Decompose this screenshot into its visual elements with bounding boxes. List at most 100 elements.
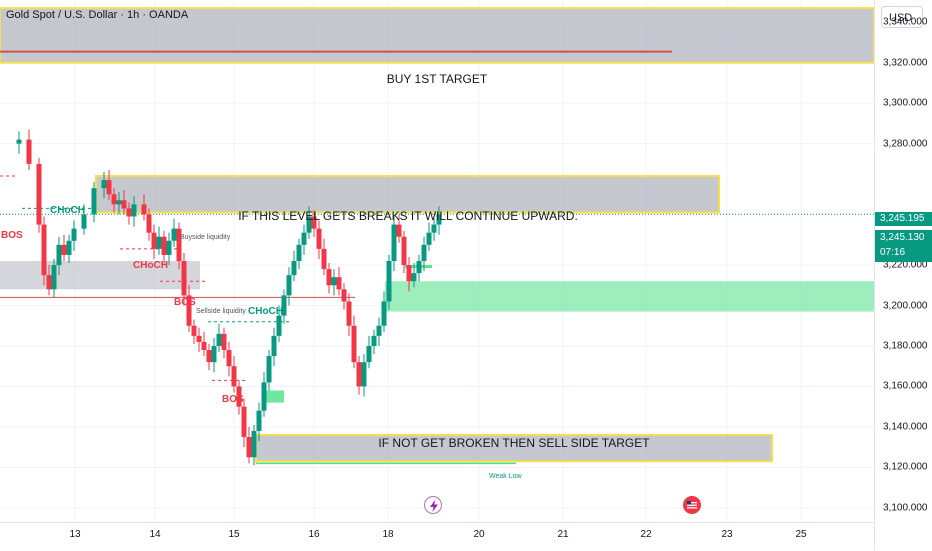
bos-marker-1: BOS (1, 230, 23, 241)
candle-body-6 (51, 265, 57, 290)
candle-body-72 (401, 236, 407, 266)
candle-body-64 (361, 362, 367, 387)
candle-body-20 (141, 204, 147, 215)
candle-body-70 (391, 224, 397, 261)
price-tick-6: 3,180.000 (883, 340, 928, 352)
candle-body-1 (16, 139, 22, 144)
candle-body-18 (126, 208, 132, 217)
candle-body-33 (206, 350, 212, 363)
candle-body-38 (231, 366, 237, 387)
candle-body-15 (111, 194, 117, 205)
candle-body-45 (266, 356, 272, 383)
candle-body-23 (156, 236, 162, 249)
candle-body-56 (321, 248, 327, 270)
candle-body-13 (101, 180, 107, 189)
candle-body-7 (56, 244, 62, 266)
candle-body-2 (26, 139, 32, 164)
price-tick-9: 3,120.000 (883, 461, 928, 473)
candle-body-66 (371, 335, 377, 346)
candle-body-42 (251, 430, 257, 458)
candle-body-51 (296, 244, 302, 261)
last-price-value: 3,245.195 (880, 213, 925, 224)
candle-body-24 (161, 236, 167, 255)
time-tick-6: 21 (557, 529, 569, 540)
price-tick-1: 3,320.000 (883, 57, 928, 69)
break-level-zone (95, 175, 720, 214)
price-chart[interactable] (0, 0, 874, 522)
candle-body-54 (311, 216, 317, 229)
candle-body-25 (166, 240, 172, 255)
price-tick-5: 3,200.000 (883, 300, 928, 311)
buyside-liquidity-label: Buyside liquidity (180, 234, 231, 241)
sell-target-zone (255, 434, 773, 463)
price-tick-7: 3,160.000 (883, 380, 928, 392)
candle-body-75 (416, 261, 422, 274)
time-tick-4: 18 (382, 529, 394, 540)
candle-body-65 (366, 345, 372, 363)
candle-body-14 (106, 180, 112, 195)
candle-body-12 (91, 188, 97, 215)
candle-body-36 (221, 333, 227, 351)
candle-body-3 (36, 163, 42, 225)
candle-body-39 (236, 386, 242, 407)
us-flag-event-icon[interactable] (683, 496, 701, 514)
current-price-value: 3,245.130 (880, 232, 925, 243)
sellside-liquidity-label: Sellside liquidity (196, 308, 246, 315)
candle-body-59 (336, 277, 342, 290)
candle-body-5 (46, 275, 52, 290)
currency-button[interactable]: USD (881, 6, 923, 28)
candle-body-4 (41, 224, 47, 276)
candle-body-78 (431, 224, 437, 233)
bos-marker-2: BOS (174, 297, 196, 308)
candle-body-44 (261, 382, 267, 411)
choch-marker-3: CHoCH (248, 306, 283, 317)
candle-body-30 (191, 325, 197, 336)
candle-body-73 (406, 265, 412, 282)
choch-marker-1: CHoCH (50, 205, 85, 216)
time-tick-0: 13 (69, 529, 81, 540)
price-tick-8: 3,140.000 (883, 421, 928, 433)
candle-body-48 (281, 295, 287, 316)
candle-body-71 (396, 224, 402, 237)
time-axis[interactable]: 13 14 15 16 18 20 21 22 23 25 (0, 522, 874, 551)
chart-pane[interactable]: Gold Spot / U.S. Dollar · 1h · OANDA BUY… (0, 0, 874, 522)
candle-body-34 (211, 345, 217, 363)
candle-body-43 (256, 410, 262, 431)
candle-body-22 (151, 232, 157, 249)
candle-body-79 (436, 214, 442, 225)
time-tick-9: 25 (795, 529, 807, 540)
time-tick-1: 14 (149, 529, 161, 540)
demand-zone (385, 281, 874, 312)
countdown-value: 07:16 (880, 247, 906, 258)
buy-target-zone (0, 7, 874, 64)
price-tick-3: 3,280.000 (883, 138, 928, 150)
candle-body-37 (226, 350, 232, 367)
candle-body-49 (286, 275, 292, 296)
time-tick-7: 22 (640, 529, 652, 540)
candle-body-31 (196, 335, 202, 342)
weak-low-label: Weak Low (489, 473, 522, 480)
candle-body-41 (246, 437, 252, 458)
candle-body-9 (66, 240, 72, 255)
price-tick-10: 3,100.000 (883, 502, 928, 514)
price-tick-4: 3,220.000 (883, 259, 928, 271)
candle-body-8 (61, 244, 67, 255)
lightning-event-icon[interactable] (424, 496, 442, 514)
candle-body-26 (171, 228, 177, 241)
candle-body-16 (116, 200, 122, 205)
candle-body-35 (216, 333, 222, 346)
candle-body-74 (411, 273, 417, 282)
price-tick-2: 3,300.000 (883, 97, 928, 109)
candle-body-69 (386, 261, 392, 302)
candle-body-61 (346, 301, 352, 326)
candle-body-21 (146, 214, 152, 233)
price-axis[interactable]: USD 3,340.000 3,320.000 3,300.000 3,280.000… (874, 0, 932, 550)
current-price-tag: 3,245.130 07:16 (875, 230, 932, 262)
buy-target-label: BUY 1ST TARGET (386, 72, 488, 86)
candle-body-50 (291, 261, 297, 276)
symbol-title: Gold Spot / U.S. Dollar · 1h · OANDA (6, 9, 189, 21)
price-tick-0: 3,340.000 (883, 16, 928, 28)
candle-body-77 (426, 232, 432, 245)
candle-body-32 (201, 341, 207, 351)
candle-body-10 (71, 228, 77, 241)
